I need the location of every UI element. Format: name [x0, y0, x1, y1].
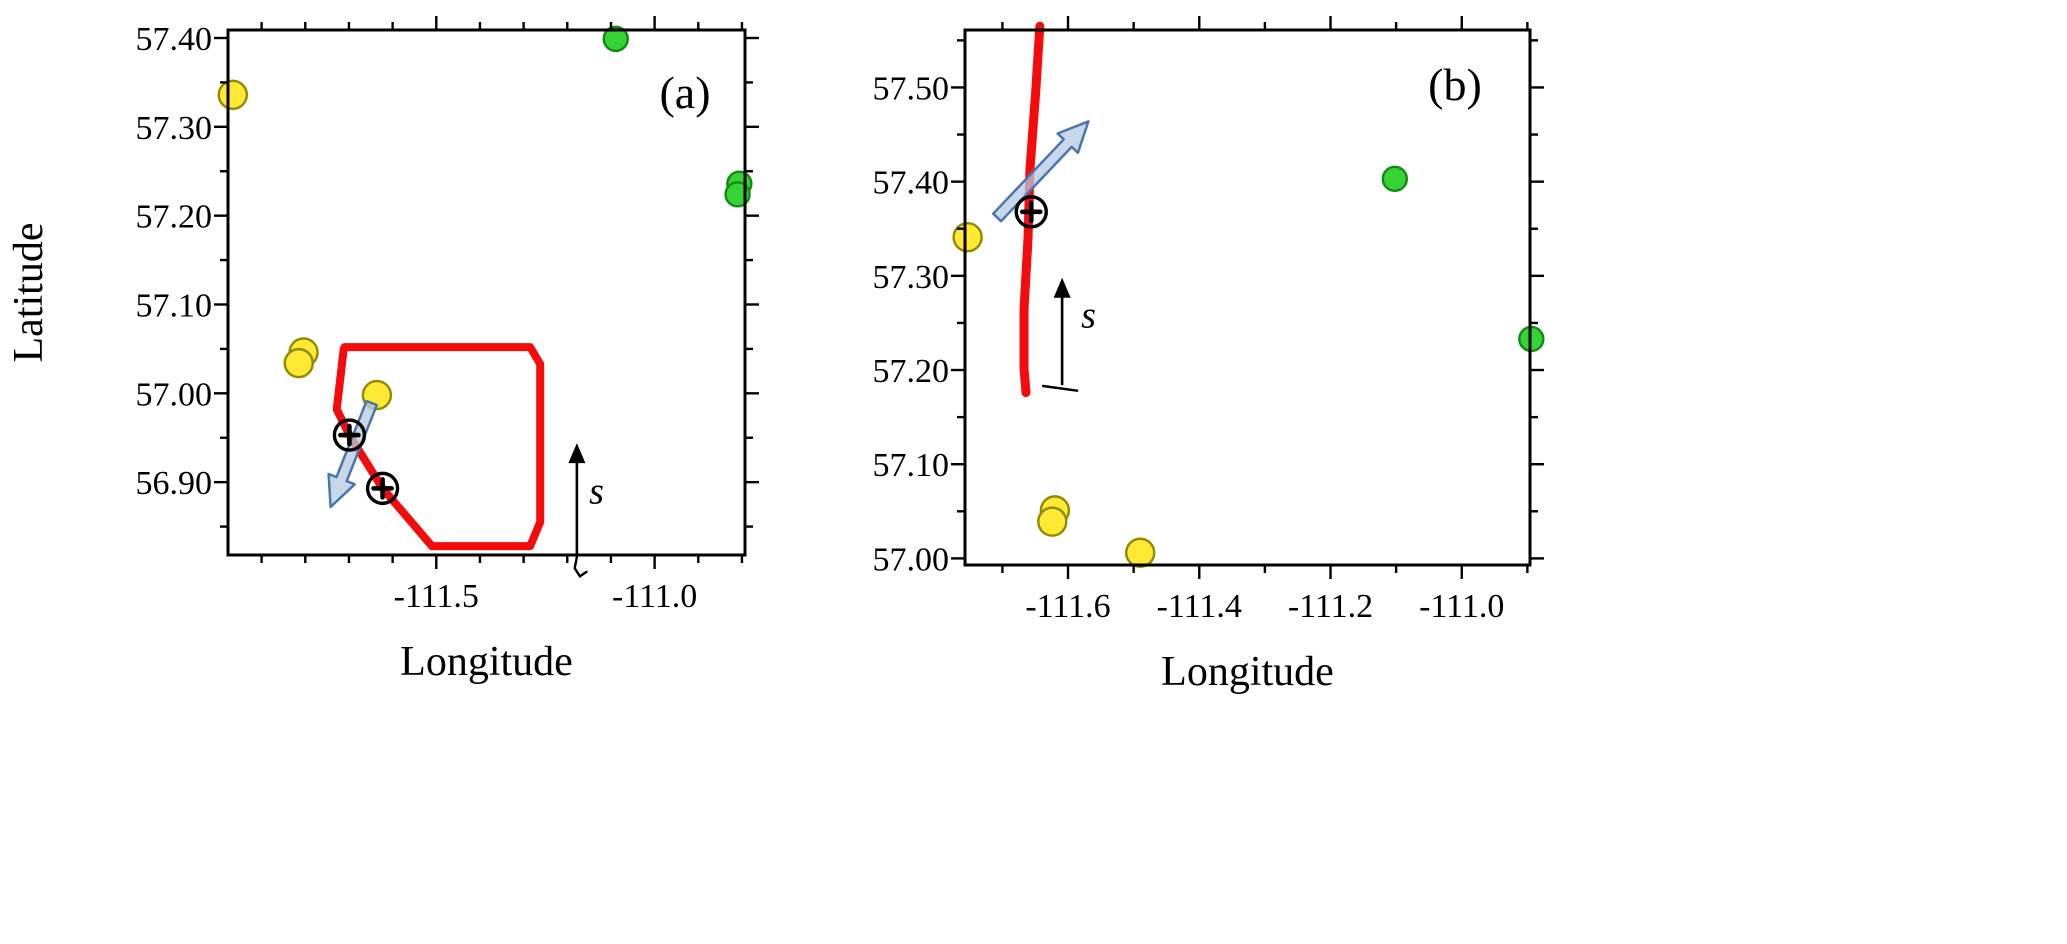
- x-tick-label: -111.4: [1157, 588, 1242, 625]
- x-tick-label: -111.6: [1025, 588, 1110, 625]
- panel-label: (a): [659, 67, 710, 118]
- s-direction-marker: s: [1041, 277, 1096, 392]
- y-tick-label: 57.40: [136, 21, 213, 58]
- flight-track-path: [332, 343, 545, 551]
- x-tick-label: -111.5: [394, 578, 479, 615]
- y-axis-title: Latitude: [6, 223, 52, 363]
- flight-track-path: [1019, 21, 1045, 398]
- y-tick-label: 57.10: [873, 447, 950, 484]
- s-arrow-tail: [1041, 384, 1079, 392]
- yellow-station-marker: [952, 222, 983, 253]
- y-tick-label: 57.30: [136, 110, 213, 147]
- stack-circle-icon: [1014, 195, 1048, 229]
- y-tick-label: 56.90: [136, 465, 213, 502]
- stack-circle-icon: [365, 471, 400, 506]
- plot-frame: [963, 28, 1532, 567]
- y-tick-label: 57.10: [136, 287, 213, 324]
- yellow-station-marker: [1037, 506, 1068, 537]
- y-tick-label: 57.20: [873, 353, 950, 390]
- y-tick-label: 57.40: [873, 165, 950, 202]
- x-tick-label: -111.2: [1288, 588, 1373, 625]
- x-axis-title: Longitude: [1161, 649, 1334, 695]
- stack-marker: [1014, 195, 1048, 229]
- green-station-marker: [1381, 165, 1409, 193]
- yellow-station-marker: [217, 79, 249, 111]
- s-arrowhead-icon: [568, 443, 586, 464]
- x-tick-label: -111.0: [1419, 588, 1504, 625]
- wind-arrow-icon: [991, 120, 1090, 223]
- y-tick-label: 57.00: [136, 376, 213, 413]
- plot-frame: [226, 28, 747, 557]
- x-tick-label: -111.0: [612, 578, 697, 615]
- y-tick-label: 57.00: [873, 541, 950, 578]
- s-label: s: [589, 470, 604, 512]
- stack-marker: [332, 418, 367, 452]
- panel-a-map: s -111.5 -111.0 56.90 57.00 57.10 57.20 57.30 57…: [6, 16, 759, 685]
- s-arrow-tail: [573, 555, 588, 578]
- panel-label: (b): [1428, 59, 1482, 110]
- stack-circle-icon: [332, 418, 367, 452]
- green-station-marker: [602, 25, 629, 53]
- x-axis-title: Longitude: [400, 639, 573, 685]
- s-direction-marker: s: [568, 443, 604, 578]
- wind-arrow-icon: [327, 399, 379, 509]
- y-tick-label: 57.20: [136, 199, 213, 236]
- s-arrowhead-icon: [1053, 277, 1071, 298]
- y-tick-label: 57.50: [873, 70, 950, 107]
- stack-marker: [365, 471, 400, 506]
- yellow-station-marker: [283, 347, 314, 379]
- panel-b-map: s -111.6 -111.4 -111.2 -111.0 57.00 57.10 57.20…: [873, 16, 1545, 695]
- yellow-station-marker: [1125, 537, 1156, 568]
- y-tick-label: 57.30: [873, 259, 950, 296]
- s-label: s: [1081, 295, 1096, 337]
